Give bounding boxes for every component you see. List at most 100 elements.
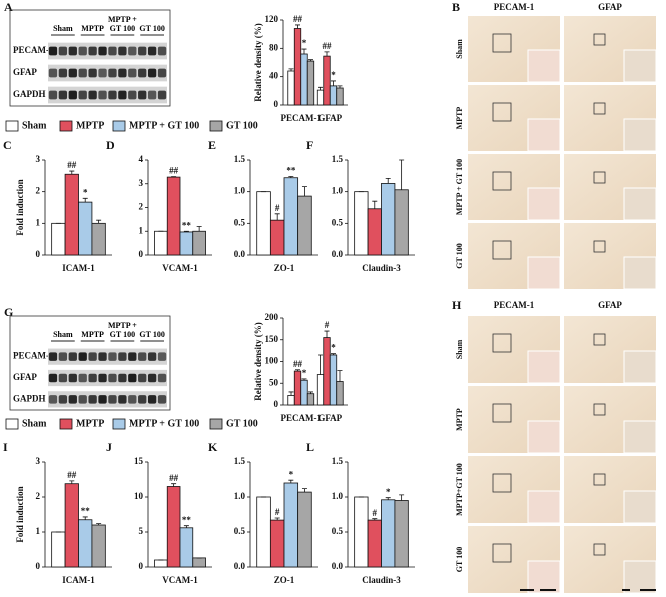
blot-band: [48, 68, 58, 78]
legend-swatch: [112, 120, 126, 132]
lane-group-label: MPTP: [81, 24, 104, 33]
lane-group-label: MPTP + GT 100: [107, 321, 137, 339]
blot-band: [78, 46, 87, 56]
significance-mark: ##: [67, 160, 77, 170]
roi-box: [593, 333, 606, 346]
inset: [527, 350, 561, 384]
y-tick-label: 40: [269, 71, 279, 81]
bar: [179, 231, 194, 256]
x-tick-label: PECAM-1: [281, 413, 322, 423]
legend-label: MPTP: [76, 418, 104, 429]
blot-band: [58, 373, 68, 383]
error-bar: [301, 378, 307, 381]
blot-band: [68, 395, 77, 404]
micrograph-row-label: GT 100: [455, 547, 464, 572]
significance-mark: #: [275, 203, 280, 213]
blot-band: [98, 373, 107, 383]
blot-band: [98, 395, 107, 404]
blot-band: [118, 352, 127, 361]
y-tick-label: 15: [134, 456, 144, 466]
significance-mark: #: [275, 507, 280, 517]
lane-group-wrap: MPTP: [81, 330, 104, 339]
micrograph-column-label: PECAM-1: [494, 2, 535, 12]
significance-mark: #: [373, 508, 378, 518]
significance-mark: *: [386, 487, 391, 497]
error-bar: [372, 518, 378, 521]
legend-swatch: [5, 418, 19, 430]
panel-letter: G: [4, 305, 13, 319]
bar: [323, 55, 331, 106]
legend-label: GT 100: [226, 418, 258, 429]
inset: [623, 420, 657, 454]
x-tick-label: ICAM-1: [62, 575, 95, 585]
error-bar: [307, 59, 313, 62]
blot-row-label: GFAP: [13, 372, 37, 382]
x-tick-label: PECAM-1: [281, 113, 322, 123]
bar: [283, 177, 299, 256]
lane-group-label: GT 100: [139, 330, 165, 339]
blot-band: [88, 46, 97, 56]
blot-band: [138, 68, 147, 78]
lane-group-wrap: GT 100: [139, 330, 165, 339]
y-tick-label: 1.0: [332, 491, 344, 501]
x-tick-label: ZO-1: [274, 263, 295, 273]
y-tick-label: 3: [139, 178, 144, 188]
error-bar: [330, 353, 336, 355]
lane-group-label: MPTP: [81, 330, 104, 339]
blot-band: [58, 46, 68, 56]
bar: [283, 482, 299, 568]
blot-frame: [9, 315, 171, 411]
y-tick-label: 1.5: [234, 154, 246, 164]
bar: [354, 496, 369, 568]
roi-box: [593, 473, 606, 486]
bar: [269, 519, 285, 568]
y-tick-label: 0.5: [332, 217, 344, 227]
error-bar: [183, 525, 189, 528]
bar: [192, 557, 206, 568]
error-bar: [399, 494, 405, 501]
blot-band: [78, 373, 87, 383]
blot-band: [147, 90, 157, 100]
error-bar: [372, 200, 378, 209]
panel-letter: A: [4, 0, 13, 14]
blot-band: [138, 352, 147, 361]
blot-row-label: PECAM-1: [13, 351, 54, 361]
bar: [287, 395, 295, 406]
bar: [154, 559, 168, 568]
blot-strip: [48, 64, 167, 82]
blot-band: [98, 46, 107, 56]
y-tick-label: 1.5: [234, 456, 246, 466]
bar: [329, 85, 338, 106]
blot-band: [88, 90, 97, 100]
blot-band: [88, 373, 97, 383]
error-bar: [196, 226, 202, 232]
error-bar: [337, 85, 343, 88]
inset: [623, 560, 657, 594]
y-tick-label: 0.0: [332, 249, 344, 259]
roi-box: [492, 473, 512, 493]
error-bar: [183, 230, 189, 232]
bar: [64, 483, 79, 568]
significance-mark: ##: [323, 41, 333, 51]
significance-mark: **: [286, 166, 296, 176]
bar: [166, 176, 181, 256]
blot-band: [128, 90, 137, 100]
micrograph-row-label: Sham: [455, 339, 464, 359]
blot-band: [147, 395, 157, 404]
bar: [297, 195, 312, 256]
panel-letter: D: [106, 138, 115, 152]
error-bar: [385, 497, 391, 500]
micrograph-row-label: MPTP+GT 100: [455, 463, 464, 516]
inset: [527, 490, 561, 524]
legend-swatch: [112, 418, 126, 430]
y-tick-label: 1: [139, 225, 144, 235]
micrograph-row-label: Sham: [455, 39, 464, 59]
error-bar: [295, 24, 301, 29]
panel-letter: F: [306, 138, 313, 152]
lane-group-wrap: MPTP: [81, 24, 104, 33]
bar: [297, 491, 312, 568]
panel-letter: K: [208, 440, 218, 454]
bar: [179, 527, 194, 568]
error-bar: [274, 213, 280, 221]
